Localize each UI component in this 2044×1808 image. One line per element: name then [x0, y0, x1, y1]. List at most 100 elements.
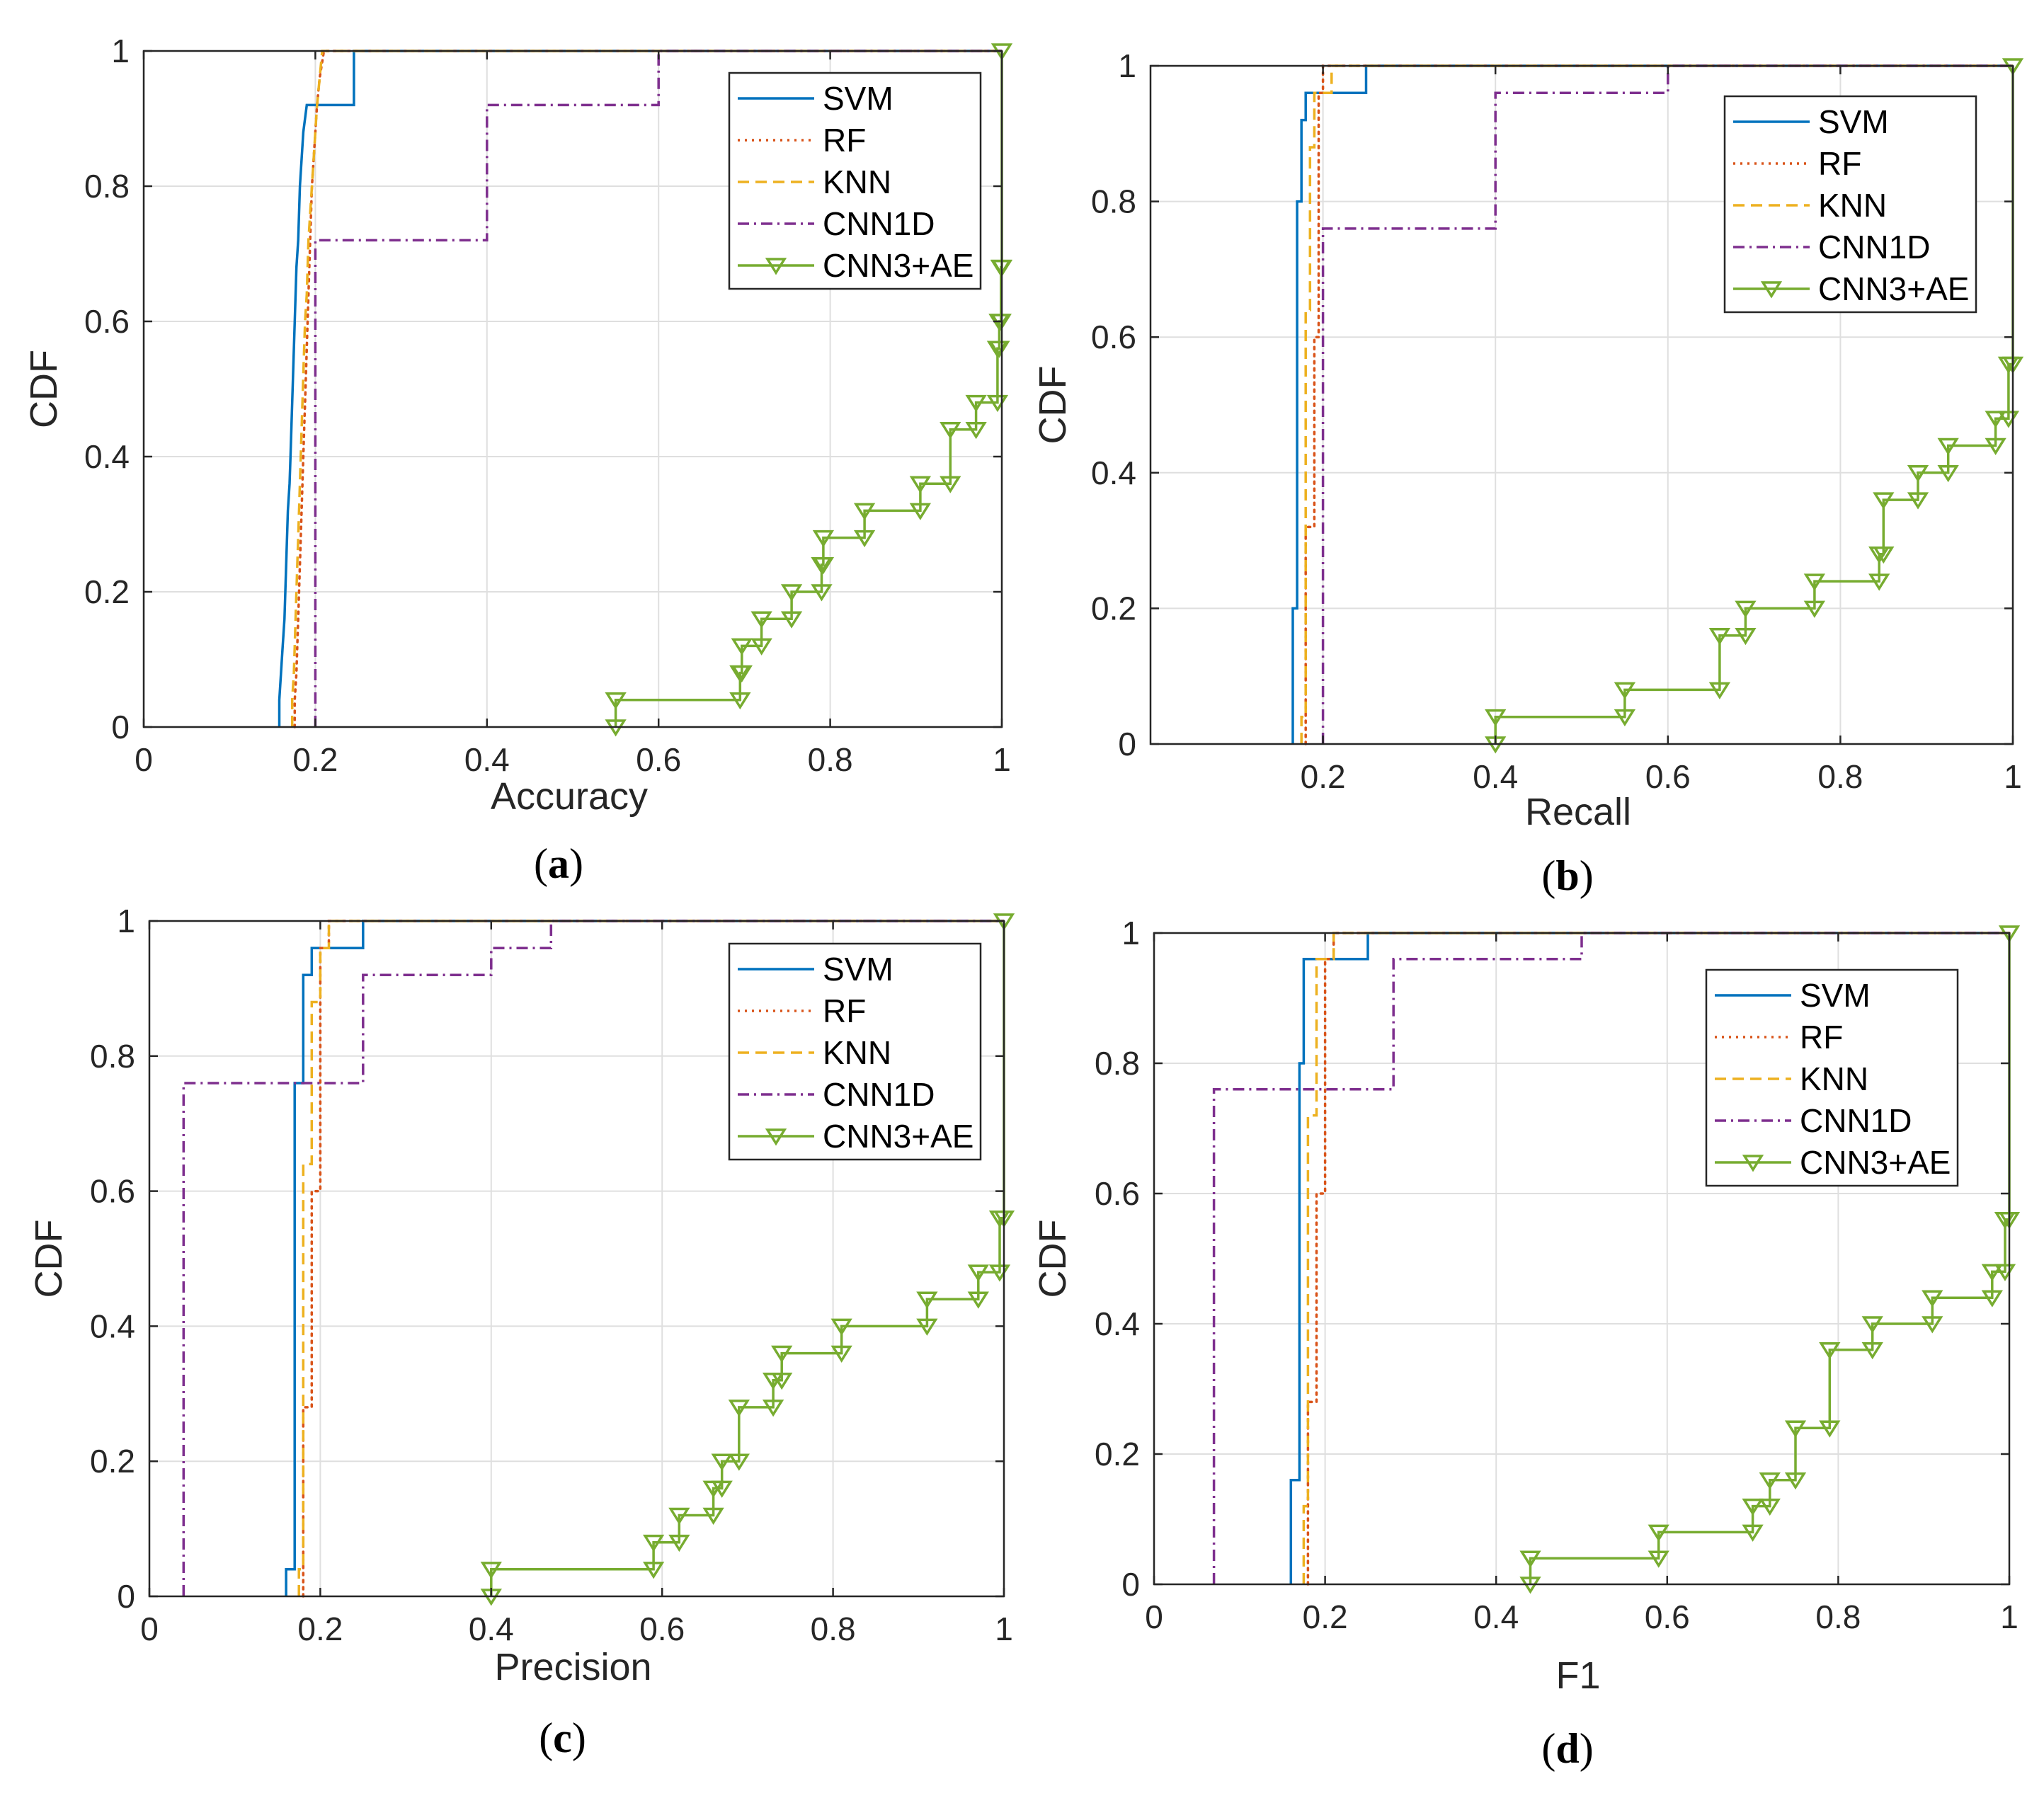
legend-entry-knn: KNN [1733, 187, 1887, 224]
series-line [1321, 64, 2013, 744]
data-point-marker [780, 584, 803, 602]
legend-label: SVM [1800, 977, 1871, 1014]
legend-label: CNN3+AE [1818, 270, 1969, 307]
legend-label: RF [1818, 145, 1861, 182]
y-axis-label: CDF [1032, 1220, 1074, 1298]
y-tick-label: 0.6 [1091, 319, 1136, 355]
y-tick-label: 0.6 [84, 303, 130, 340]
series-line [1300, 64, 2013, 744]
data-point-marker [1759, 1498, 1781, 1516]
data-point-marker [605, 692, 627, 710]
data-point-marker [1937, 465, 1959, 483]
legend-marker [765, 258, 787, 275]
data-point-marker [642, 1534, 665, 1552]
y-tick-label: 0.6 [90, 1173, 135, 1210]
data-point-marker [762, 1400, 784, 1417]
series-line [1291, 64, 2013, 744]
chart-panel-c: 0 0.2 0.4 0.6 0.8 1 0 0.2 0.4 0.6 0.8 1 Precision CDF… [28, 903, 1015, 1761]
y-tick-label: 0.4 [1091, 454, 1136, 491]
series-cnn1d [1212, 932, 2009, 1584]
data-point-marker [1648, 1524, 1669, 1542]
data-point-marker [668, 1507, 690, 1526]
data-point-marker [1981, 1264, 2003, 1281]
legend-box [728, 942, 982, 1161]
y-tick-label: 0 [1121, 1566, 1140, 1603]
legend-entry-cnn3-ae: CNN3+AE [1715, 1144, 1951, 1181]
series-line [278, 50, 1002, 727]
data-point-marker [702, 1507, 724, 1526]
x-axis-label: Precision [494, 1646, 651, 1688]
legend-entry-knn: KNN [1715, 1060, 1868, 1097]
data-point-marker [1742, 1524, 1764, 1542]
x-tick-label: 0.4 [464, 741, 510, 778]
series-svm [285, 920, 1004, 1596]
data-point-marker [940, 422, 961, 440]
y-tick-label: 1 [111, 33, 130, 69]
legend-label: KNN [823, 164, 891, 200]
series-knn [297, 920, 1004, 1596]
series-knn [1302, 932, 2009, 1584]
legend-label: CNN1D [823, 1076, 935, 1113]
data-point-marker [1985, 411, 2006, 428]
x-axis-label: Recall [1525, 791, 1631, 833]
data-point-marker [1519, 1550, 1541, 1568]
series-line [285, 920, 1004, 1596]
axes-box [148, 920, 1005, 1598]
legend-box [1723, 95, 1977, 314]
data-point-marker [916, 1291, 938, 1309]
x-tick-label: 0.6 [1645, 758, 1691, 795]
data-point-marker [1708, 682, 1731, 699]
data-point-marker [1485, 709, 1507, 727]
y-axis-label: CDF [1032, 366, 1074, 445]
data-point-marker [750, 638, 772, 656]
legend-entry-rf: RF [1733, 145, 1861, 182]
data-point-marker [853, 530, 876, 548]
panel-letter: a [548, 840, 569, 887]
legend-entry-rf: RF [738, 122, 866, 159]
legend-label: CNN3+AE [823, 1118, 974, 1155]
legend-marker [765, 1128, 787, 1146]
x-tick-label: 0 [1145, 1598, 1163, 1635]
data-point-marker [1784, 1420, 1807, 1438]
data-point-marker [811, 584, 833, 602]
legend-entry-cnn3-ae: CNN3+AE [1733, 270, 1969, 307]
x-tick-label: 1 [2000, 1598, 2019, 1635]
legend-label: CNN3+AE [823, 247, 974, 284]
data-point-marker [728, 1453, 750, 1471]
y-tick-label: 0.8 [90, 1038, 135, 1075]
data-point-marker [940, 476, 961, 493]
legend-entry-cnn1d: CNN1D [1733, 229, 1930, 265]
data-point-marker [830, 1318, 852, 1336]
series-line [290, 50, 1002, 727]
legend-label: SVM [1818, 103, 1889, 140]
chart-panel-b: 0.2 0.4 0.6 0.8 1 0 0.2 0.4 0.6 0.8 1 Recall CDF SVM R… [1032, 47, 2024, 899]
series-line [1302, 932, 2009, 1584]
legend-label: SVM [823, 80, 893, 117]
data-point-marker [711, 1453, 733, 1471]
x-axis-label: F1 [1555, 1654, 1600, 1697]
x-tick-label: 0.6 [639, 1610, 685, 1647]
series-rf [302, 920, 1005, 1598]
data-point-marker [1861, 1316, 1883, 1334]
x-tick-label: 0.6 [1645, 1598, 1690, 1635]
data-point-marker [1985, 437, 2006, 455]
data-point-marker [1861, 1342, 1883, 1360]
y-tick-label: 0.4 [84, 438, 130, 475]
panel-caption: (c) [539, 1715, 586, 1761]
series-knn [290, 50, 1002, 727]
data-point-marker [728, 1400, 750, 1417]
data-point-marker [1937, 437, 1959, 455]
data-point-marker [1922, 1290, 1943, 1308]
y-tick-label: 0 [117, 1578, 135, 1615]
legend: SVM RF KNN CNN1D CNN3+AE [728, 942, 982, 1161]
data-point-marker [1819, 1342, 1841, 1360]
data-point-marker [1803, 600, 1826, 618]
data-point-marker [668, 1534, 690, 1552]
y-tick-label: 0.8 [1095, 1045, 1140, 1082]
data-point-marker [853, 503, 876, 520]
series-cnn1d [1321, 64, 2013, 744]
x-tick-label: 0 [135, 741, 153, 778]
x-tick-label: 0.8 [808, 741, 853, 778]
series-line [1212, 932, 2009, 1584]
